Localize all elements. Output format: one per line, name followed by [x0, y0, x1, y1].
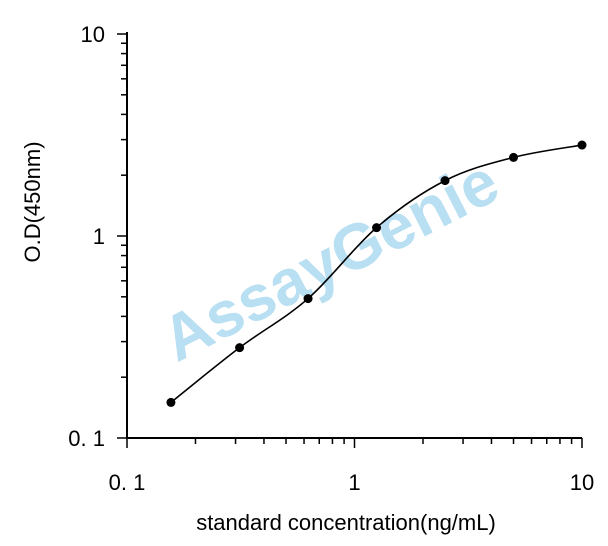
data-point — [166, 397, 176, 407]
axis-labels: standard concentration(ng/mL) O.D(450nm)… — [20, 22, 594, 535]
data-point — [440, 176, 450, 186]
data-point — [235, 343, 245, 353]
x-tick-label: 10 — [570, 470, 594, 495]
data-points — [166, 140, 587, 407]
data-point — [577, 140, 587, 150]
data-point — [372, 223, 382, 233]
x-axis-title: standard concentration(ng/mL) — [196, 510, 496, 535]
y-tick-label: 0. 1 — [68, 426, 105, 451]
data-point — [303, 294, 313, 304]
y-tick-label: 1 — [93, 224, 105, 249]
x-tick-label: 0. 1 — [109, 470, 146, 495]
watermark-text: AssayGenie — [150, 145, 509, 376]
x-tick-label: 1 — [348, 470, 360, 495]
data-point — [509, 152, 519, 162]
y-axis-title: O.D(450nm) — [20, 141, 45, 262]
watermark: AssayGenie — [150, 145, 509, 376]
axes — [117, 32, 583, 448]
y-tick-label: 10 — [81, 22, 105, 47]
